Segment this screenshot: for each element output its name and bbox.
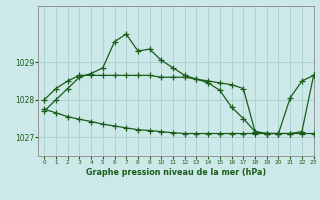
- X-axis label: Graphe pression niveau de la mer (hPa): Graphe pression niveau de la mer (hPa): [86, 168, 266, 177]
